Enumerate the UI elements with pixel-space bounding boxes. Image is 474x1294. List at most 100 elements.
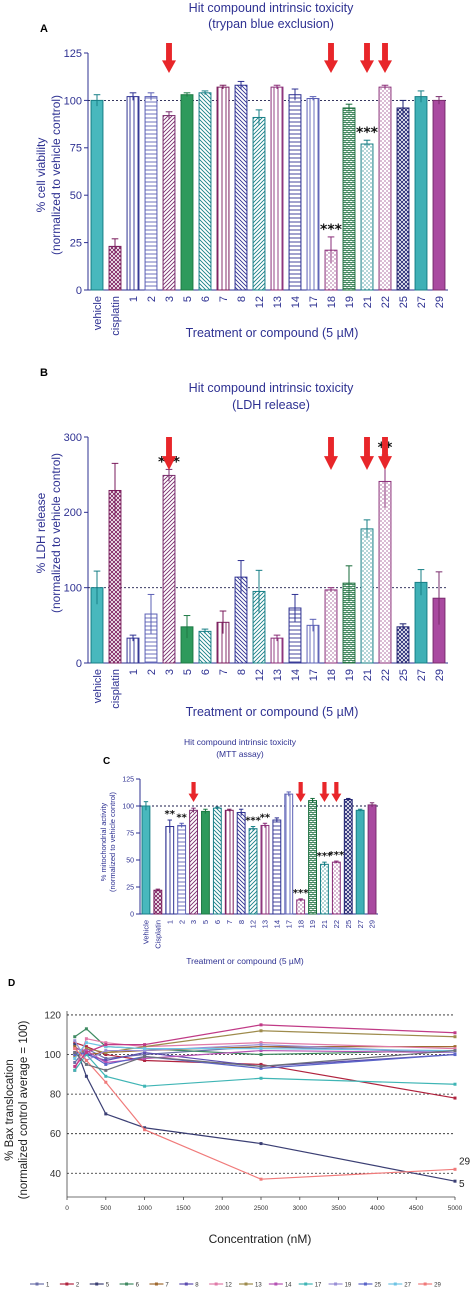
panel-d-legend-marker-6 xyxy=(125,1282,129,1286)
panel-d-legend-label-2: 2 xyxy=(76,1283,80,1289)
panel-a-bar-2 xyxy=(144,96,158,291)
panel-d-legend-marker-8 xyxy=(184,1282,188,1286)
panel-c-bar-2 xyxy=(177,824,187,915)
panel-b-arrow-21 xyxy=(360,437,374,470)
panel-a-significance-18: *** xyxy=(320,222,343,238)
panel-b-arrow-3 xyxy=(162,437,176,470)
panel-d-point-17 xyxy=(143,1084,147,1088)
panel-a-x-tick-label-3: 3 xyxy=(164,296,176,302)
panel-a-x-tick-label-7: 7 xyxy=(218,296,230,302)
panel-d-legend-marker-19 xyxy=(334,1282,338,1286)
panel-d-point-13 xyxy=(259,1029,263,1033)
panel-d-point-12 xyxy=(104,1041,108,1045)
panel-c-bar-7 xyxy=(224,809,234,915)
panel-d-point-8 xyxy=(104,1058,108,1062)
panel-d-point-25 xyxy=(104,1062,108,1066)
panel-d-legend-marker-5 xyxy=(95,1282,99,1286)
panel-c-x-tick-label-18: 18 xyxy=(296,920,305,928)
panel-d-point-5 xyxy=(259,1142,263,1146)
panel-d-legend-marker-29 xyxy=(423,1282,427,1286)
panel-d-point-29 xyxy=(453,1167,457,1171)
panel-a-bar-19 xyxy=(342,107,356,291)
panel-c-significance-18: *** xyxy=(293,888,309,899)
panel-b-bar-21 xyxy=(360,528,374,664)
panel-d-x-tick-label: 5000 xyxy=(448,1205,463,1212)
panel-c-bar-12 xyxy=(248,828,258,915)
panel-c-bar-1 xyxy=(165,826,175,915)
panel-d-point-2 xyxy=(143,1058,147,1062)
panel-c-bar-25 xyxy=(343,799,353,915)
panel-a-bar-27 xyxy=(414,96,428,291)
panel-a-bar-3 xyxy=(162,115,176,291)
panel-c-ylabel-1: % mitochondrial activity xyxy=(99,803,108,882)
panel-d-point-12 xyxy=(84,1037,88,1041)
panel-c-y-tick-label: 125 xyxy=(122,776,134,783)
panel-d-point-6 xyxy=(259,1053,263,1057)
panel-d-legend-marker-1 xyxy=(35,1282,39,1286)
panel-d-legend-marker-17 xyxy=(304,1282,308,1286)
panel-a-x-tick-label-19: 19 xyxy=(344,296,356,308)
panel-d-point-5 xyxy=(84,1074,88,1078)
panel-d-legend-label-19: 19 xyxy=(345,1283,352,1289)
panel-a-ylabel-2: (normalized to vehicle control) xyxy=(49,95,63,255)
panel-c-bar-17 xyxy=(284,793,294,915)
panel-c-bar-14 xyxy=(272,819,282,915)
panel-d-y-tick-label: 100 xyxy=(44,1050,61,1061)
panel-d-legend-marker-14 xyxy=(274,1282,278,1286)
panel-d-point-27 xyxy=(259,1047,263,1051)
panel-a-x-tick-label-5: 5 xyxy=(182,296,194,302)
panel-d-legend-label-6: 6 xyxy=(136,1283,140,1289)
panel-a-x-tick-label-8: 8 xyxy=(236,296,248,302)
panel-d-x-tick-label: 2500 xyxy=(254,1205,269,1212)
panel-c-bar-8 xyxy=(236,811,246,915)
panel-b-bar-25 xyxy=(396,626,410,664)
panel-b-bar-6 xyxy=(198,630,212,664)
panel-a-x-tick-label-1: 1 xyxy=(128,296,140,302)
panel-b-x-tick-label-6: 6 xyxy=(200,669,212,675)
panel-d-series-line-unlabeled-15 xyxy=(74,1049,456,1071)
panel-d-legend-label-5: 5 xyxy=(106,1283,110,1289)
panel-c-bar-29 xyxy=(367,804,377,915)
panel-a-x-tick-label-13: 13 xyxy=(272,296,284,308)
panel-d-point-12 xyxy=(453,1047,457,1051)
panel-d-point-13 xyxy=(73,1055,77,1059)
panel-c-x-tick-label-13: 13 xyxy=(261,920,270,928)
panel-b-y-tick-label: 100 xyxy=(64,583,82,595)
panel-d-point-8 xyxy=(143,1051,147,1055)
panel-c-bar-22 xyxy=(331,861,341,915)
panel-b-x-tick-label-5: 5 xyxy=(182,669,194,675)
panel-b-arrow-18 xyxy=(324,437,338,470)
panel-d-x-tick-label: 0 xyxy=(65,1205,69,1212)
panel-c-x-tick-label-14: 14 xyxy=(272,920,281,928)
panel-d-point-25 xyxy=(453,1053,457,1057)
panel-c-title: Hit compound intrinsic toxicity xyxy=(184,737,297,747)
panel-b-x-tick-label-18: 18 xyxy=(326,669,338,681)
panel-d-legend-label-14: 14 xyxy=(285,1283,292,1289)
panel-d-point-5 xyxy=(104,1112,108,1116)
panel-b-ylabel-1: % LDH release xyxy=(34,492,48,573)
panel-a-bar-21 xyxy=(360,143,374,291)
panel-d-series-line-5 xyxy=(74,1044,456,1182)
panel-a-bar-25 xyxy=(396,107,410,291)
panel-c-x-tick-label-21: 21 xyxy=(320,920,329,928)
panel-a-bar-8 xyxy=(234,84,248,291)
panel-b-x-tick-label-17: 17 xyxy=(308,669,320,681)
panel-b-bar-22 xyxy=(378,480,392,664)
panel-d-point-unlabeled-14 xyxy=(143,1043,147,1047)
panel-b-bar-3 xyxy=(162,474,176,664)
panel-a-y-tick-label: 100 xyxy=(64,95,82,107)
panel-d-point-25 xyxy=(259,1066,263,1070)
panel-c-bar-27 xyxy=(355,809,365,915)
panel-d: D % Bax translocation (normalized contro… xyxy=(4,978,471,1289)
panel-d-point-unlabeled-14 xyxy=(453,1031,457,1035)
panel-d-point-19 xyxy=(143,1049,147,1053)
panel-c-significance-1: ** xyxy=(165,809,176,820)
panel-label-b: B xyxy=(40,367,48,379)
panel-b-x-tick-label-7: 7 xyxy=(218,669,230,675)
panel-d-ylabel-1: % Bax translocation xyxy=(4,1059,16,1161)
panel-a-arrow-21 xyxy=(360,43,374,73)
panel-c-x-tick-label-22: 22 xyxy=(332,920,341,928)
panel-d-point-unlabeled-15 xyxy=(143,1055,147,1059)
panel-a-title: Hit compound intrinsic toxicity xyxy=(189,1,354,15)
